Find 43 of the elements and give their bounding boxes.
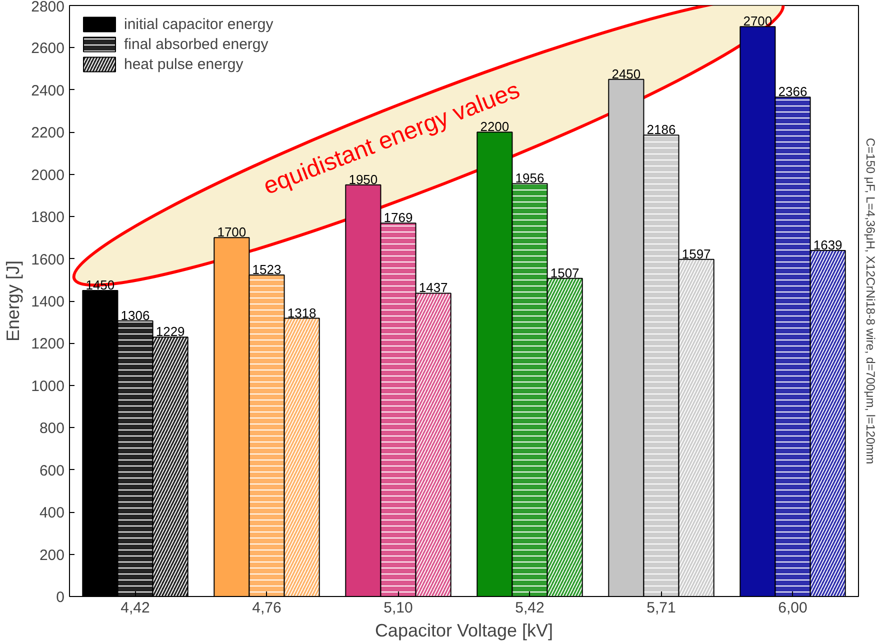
data-label: 2186 — [646, 122, 676, 138]
data-label: 1956 — [515, 170, 544, 186]
data-label: 1507 — [550, 265, 580, 280]
y-tick-label: 0 — [56, 589, 64, 606]
legend-label: initial capacitor energy — [124, 16, 274, 32]
x-tick-label: 4,76 — [252, 600, 282, 616]
data-label: 2450 — [612, 66, 641, 82]
y-tick-label: 2800 — [31, 0, 65, 16]
y-tick-label: 600 — [39, 462, 65, 480]
y-axis-title: Energy [J] — [3, 260, 24, 342]
x-tick-label: 5,10 — [384, 600, 413, 616]
x-tick-label: 5,71 — [646, 600, 676, 616]
data-label: 2366 — [778, 84, 808, 100]
y-tick-label: 200 — [39, 546, 65, 564]
y-tick-label: 1200 — [31, 336, 65, 353]
data-label: 1437 — [418, 280, 448, 296]
data-label: 1639 — [813, 238, 842, 253]
y-tick-label: 2400 — [31, 82, 65, 100]
y-tick-label: 1400 — [31, 294, 65, 310]
data-label: 1769 — [384, 210, 413, 226]
y-tick-label: 1600 — [31, 251, 65, 268]
data-label: 2200 — [480, 119, 510, 134]
data-label: 2700 — [743, 14, 772, 29]
y-tick-label: 800 — [39, 420, 65, 438]
data-label: 1318 — [287, 305, 316, 320]
data-label: 1306 — [120, 308, 150, 323]
x-tick-label: 6,00 — [778, 600, 808, 616]
text: C=150 μF, L=4,36μH, X12CrNi18-8 wire, d=700μm, l=120mm — [864, 138, 878, 464]
y-tick-label: 2000 — [31, 166, 65, 184]
y-tick-label: 1000 — [31, 378, 65, 395]
y-tick-label: 2600 — [31, 40, 65, 58]
data-label: 1700 — [217, 224, 246, 240]
data-label: 1229 — [156, 324, 185, 340]
data-label: 1523 — [252, 262, 282, 278]
y-tick-label: 400 — [39, 504, 65, 522]
x-tick-label: 5,42 — [515, 600, 544, 616]
data-label: 1597 — [682, 246, 711, 262]
x-tick-label: 4,42 — [120, 600, 150, 616]
y-tick-label: 1800 — [31, 209, 65, 226]
legend-label: final absorbed energy — [124, 36, 268, 52]
legend-label: heat pulse energy — [124, 56, 244, 72]
y-tick-label: 2200 — [31, 124, 65, 142]
x-axis-title: Capacitor Voltage [kV] — [374, 620, 554, 640]
